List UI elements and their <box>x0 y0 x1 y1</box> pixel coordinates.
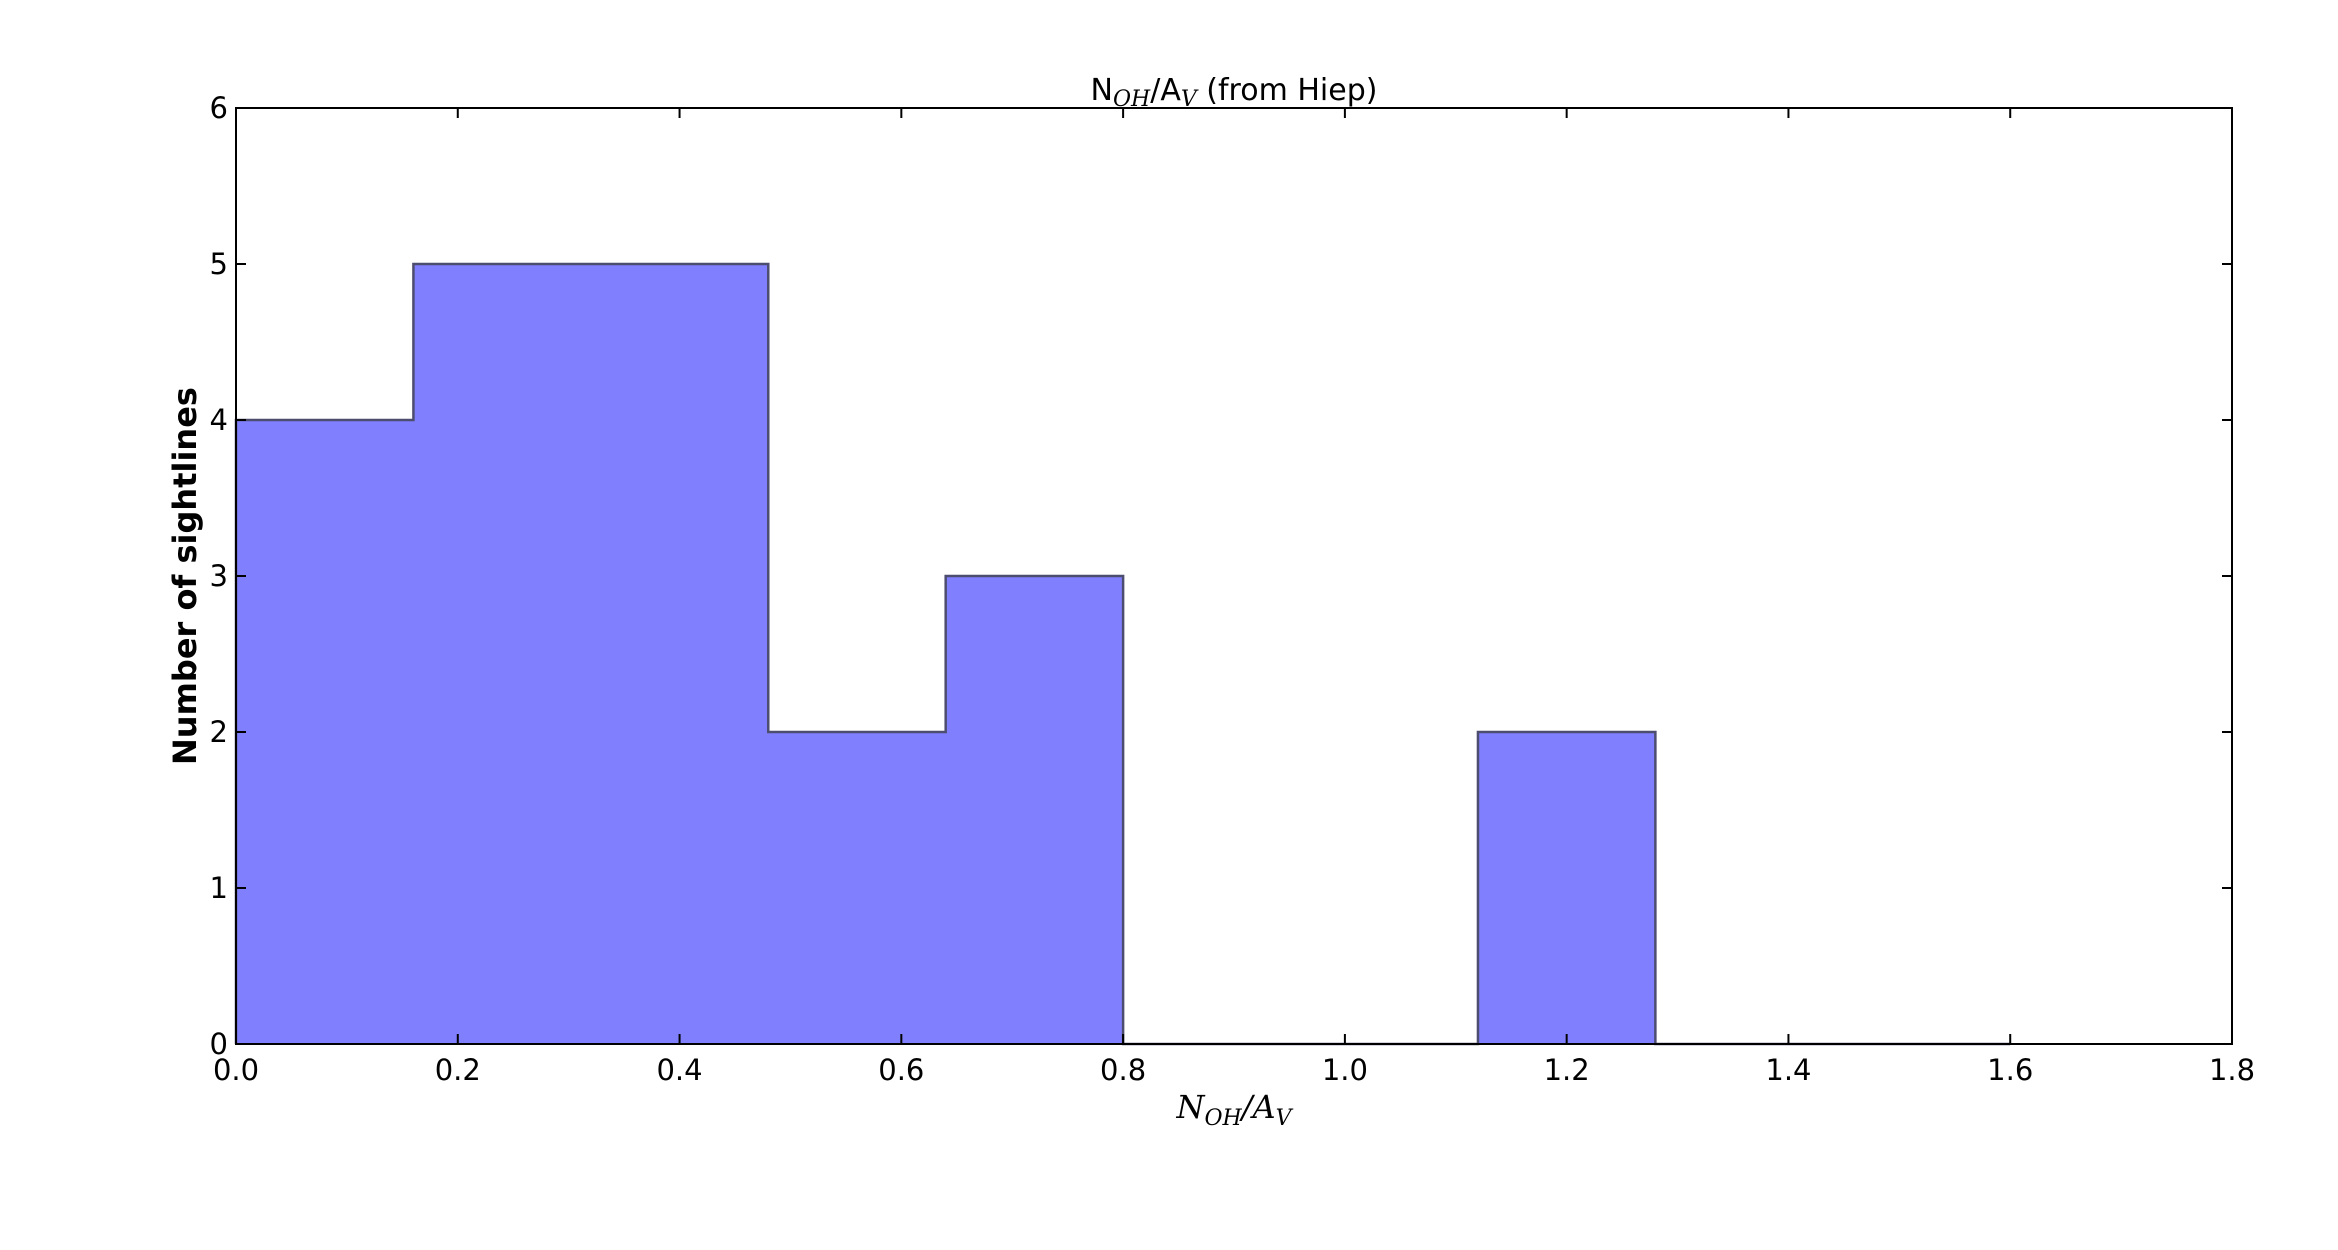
y-tick-label: 1 <box>210 871 228 905</box>
y-tick-label: 4 <box>210 403 228 437</box>
x-tick-label: 1.4 <box>1765 1053 1811 1087</box>
x-tick-label: 0.8 <box>1100 1053 1146 1087</box>
y-tick-labels: 0 1 2 3 4 5 6 <box>210 91 228 1061</box>
y-tick-label: 3 <box>210 559 228 593</box>
y-tick-label: 0 <box>210 1027 228 1061</box>
x-tick-label: 1.2 <box>1544 1053 1590 1087</box>
x-tick-label: 0.0 <box>213 1053 259 1087</box>
y-tick-label: 6 <box>210 91 228 125</box>
histogram-outline <box>234 262 2011 1046</box>
chart-title: NOH/AV (from Hiep) <box>1091 73 1378 112</box>
x-tick-label: 0.4 <box>656 1053 702 1087</box>
axis-ticks <box>235 107 2233 1045</box>
x-tick-label: 0.6 <box>878 1053 924 1087</box>
y-tick-label: 2 <box>210 715 228 749</box>
y-axis-label: Number of sightlines <box>166 387 204 765</box>
x-axis-label: NOH/AV <box>1175 1088 1293 1131</box>
x-tick-label: 1.8 <box>2209 1053 2255 1087</box>
y-tick-label: 5 <box>210 247 228 281</box>
x-tick-labels: 0.0 0.2 0.4 0.6 0.8 1.0 1.2 1.4 1.6 1.8 <box>213 1053 2255 1087</box>
x-tick-label: 0.2 <box>435 1053 481 1087</box>
x-tick-label: 1.6 <box>1987 1053 2033 1087</box>
x-tick-label: 1.0 <box>1322 1053 1368 1087</box>
